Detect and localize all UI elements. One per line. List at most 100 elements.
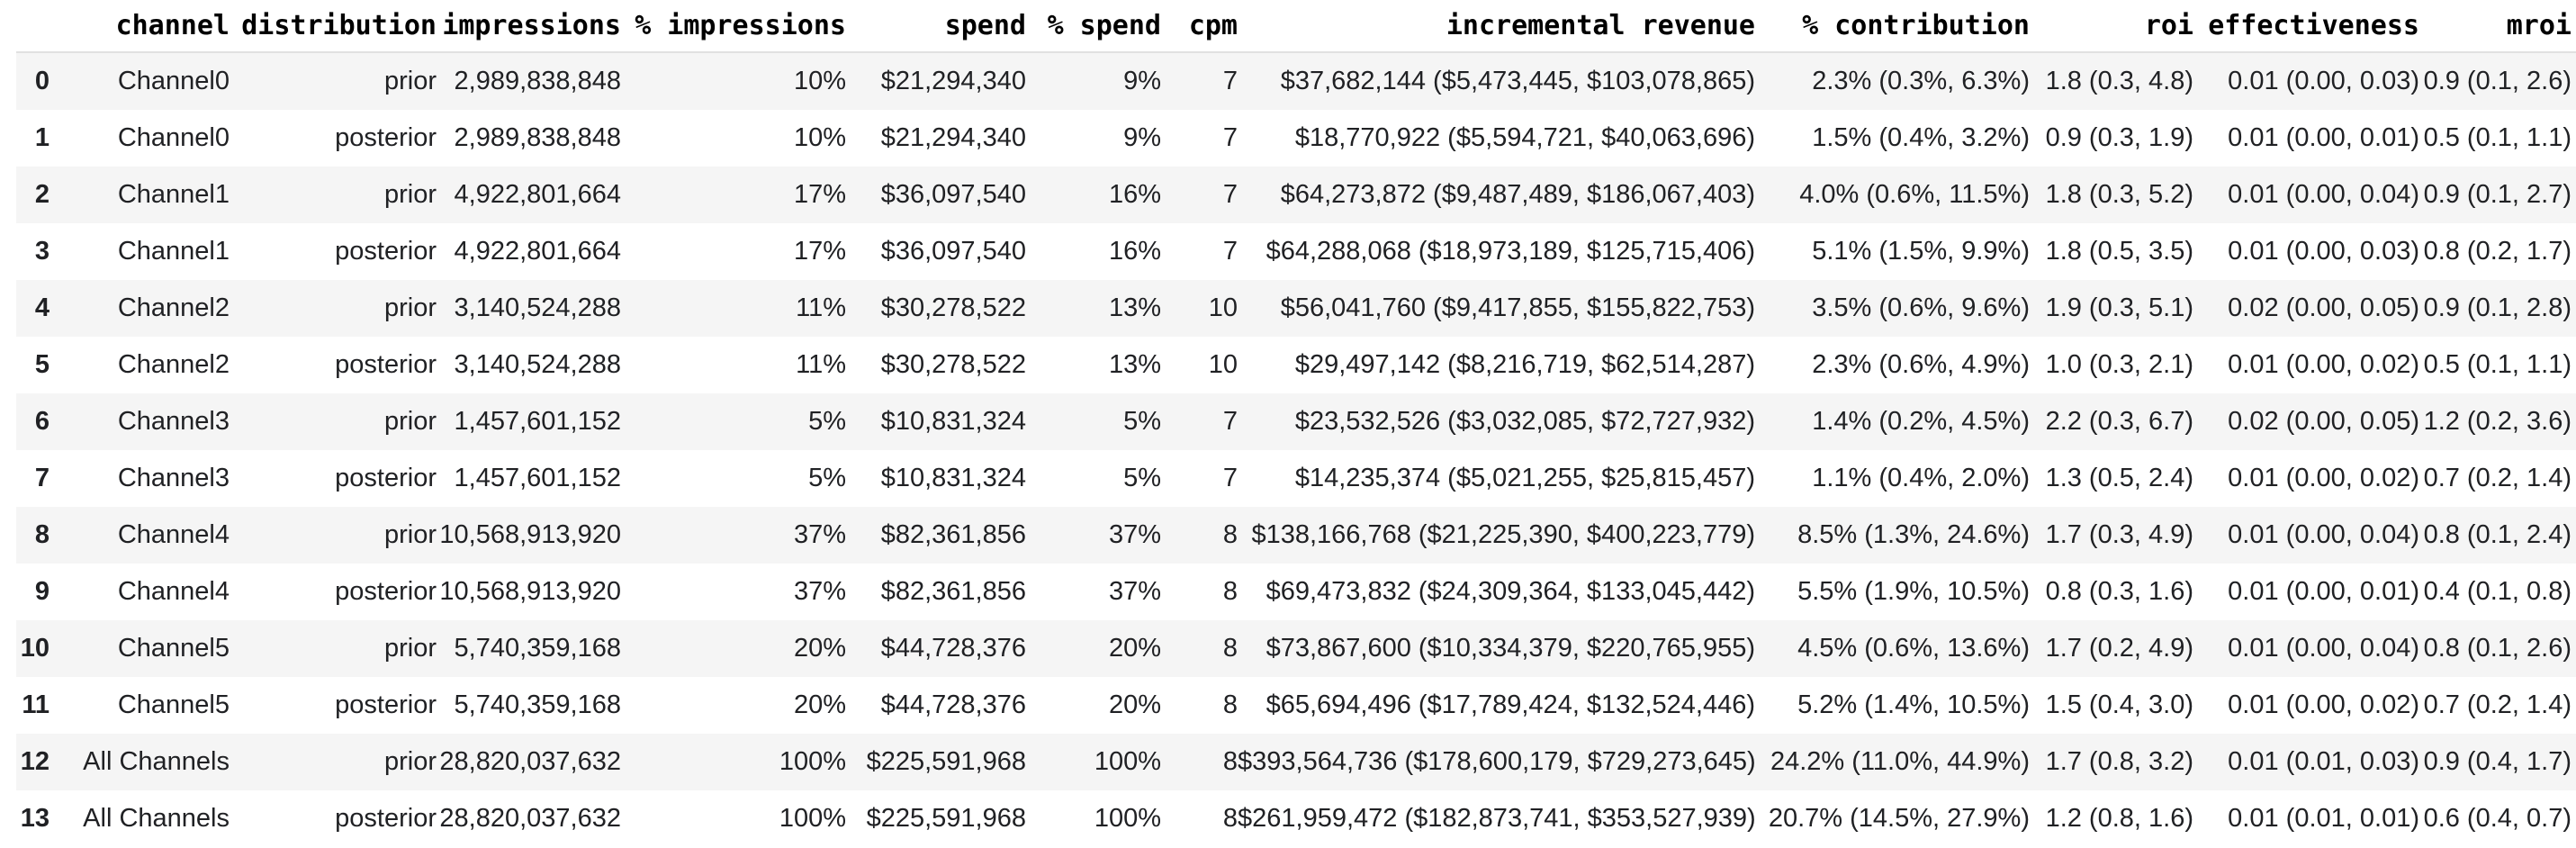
column-header-effectiveness: effectiveness: [2193, 0, 2419, 53]
cell-roi: 1.0 (0.3, 2.1): [2045, 350, 2193, 379]
cell-pct-spend: 20%: [1108, 634, 1161, 663]
cell-pct-impressions: 20%: [793, 634, 846, 663]
cell-pct-impressions: 100%: [779, 747, 846, 776]
cell-distribution: prior: [383, 407, 437, 436]
table-row: 0 Channel0 prior 2,989,838,848 10% $21,294,34…: [16, 52, 2576, 110]
cell-mroi: 0.8 (0.1, 2.4): [2423, 520, 2571, 549]
cell-distribution: posterior: [335, 464, 437, 492]
cell-mroi: 0.7 (0.2, 1.4): [2423, 464, 2571, 492]
cell-index: 6: [34, 407, 50, 436]
cell-impressions: 5,740,359,168: [454, 634, 621, 663]
cell-impressions: 4,922,801,664: [454, 237, 621, 266]
table-row: 10 Channel5 prior 5,740,359,168 20% $44,728,3…: [16, 620, 2576, 677]
cell-cpm: 10: [1208, 350, 1238, 379]
cell-distribution: posterior: [335, 577, 437, 606]
cell-cpm: 8: [1222, 690, 1238, 719]
cell-spend: $36,097,540: [880, 237, 1026, 266]
cell-mroi: 0.9 (0.1, 2.8): [2423, 293, 2571, 322]
cell-incremental-revenue: $261,959,472 ($182,873,741, $353,527,939…: [1238, 804, 1756, 833]
column-header-mroi: mroi: [2419, 0, 2576, 53]
cell-effectiveness: 0.01 (0.00, 0.01): [2228, 577, 2419, 606]
cell-incremental-revenue: $73,867,600 ($10,334,379, $220,765,955): [1265, 634, 1755, 663]
cell-pct-contribution: 5.2% (1.4%, 10.5%): [1797, 690, 2030, 719]
summary-table: channel distribution impressions % impre…: [16, 0, 2576, 847]
cell-pct-contribution: 2.3% (0.6%, 4.9%): [1812, 350, 2030, 379]
cell-incremental-revenue: $393,564,736 ($178,600,179, $729,273,645…: [1238, 747, 1756, 776]
column-header-index: [16, 0, 50, 53]
column-header-spend: spend: [846, 0, 1026, 53]
cell-pct-contribution: 8.5% (1.3%, 24.6%): [1797, 520, 2030, 549]
cell-pct-spend: 100%: [1094, 804, 1161, 833]
cell-effectiveness: 0.01 (0.00, 0.02): [2228, 690, 2419, 719]
cell-pct-spend: 5%: [1123, 464, 1161, 492]
cell-spend: $82,361,856: [880, 577, 1026, 606]
cell-pct-impressions: 17%: [793, 180, 846, 209]
cell-incremental-revenue: $29,497,142 ($8,216,719, $62,514,287): [1294, 350, 1755, 379]
cell-roi: 1.8 (0.3, 5.2): [2045, 180, 2193, 209]
cell-spend: $36,097,540: [880, 180, 1026, 209]
cell-channel: Channel5: [117, 634, 230, 663]
cell-roi: 1.7 (0.8, 3.2): [2045, 747, 2193, 776]
cell-incremental-revenue: $14,235,374 ($5,021,255, $25,815,457): [1294, 464, 1755, 492]
cell-channel: All Channels: [83, 804, 230, 833]
cell-index: 5: [34, 350, 50, 379]
cell-pct-impressions: 10%: [793, 123, 846, 152]
cell-roi: 1.2 (0.8, 1.6): [2045, 804, 2193, 833]
cell-pct-spend: 9%: [1123, 123, 1161, 152]
cell-cpm: 7: [1222, 67, 1238, 95]
cell-pct-impressions: 37%: [793, 520, 846, 549]
table-row: 7 Channel3 posterior 1,457,601,152 5% $10,831…: [16, 450, 2576, 507]
cell-pct-spend: 5%: [1123, 407, 1161, 436]
cell-spend: $44,728,376: [880, 690, 1026, 719]
cell-spend: $30,278,522: [880, 293, 1026, 322]
cell-channel: Channel3: [117, 407, 230, 436]
cell-effectiveness: 0.01 (0.00, 0.04): [2228, 634, 2419, 663]
column-header-pct-impressions: % impressions: [621, 0, 846, 53]
cell-pct-spend: 20%: [1108, 690, 1161, 719]
cell-incremental-revenue: $37,682,144 ($5,473,445, $103,078,865): [1280, 67, 1755, 95]
cell-mroi: 1.2 (0.2, 3.6): [2423, 407, 2571, 436]
cell-roi: 1.3 (0.5, 2.4): [2045, 464, 2193, 492]
cell-channel: Channel2: [117, 293, 230, 322]
cell-pct-spend: 9%: [1123, 67, 1161, 95]
cell-mroi: 0.9 (0.4, 1.7): [2423, 747, 2571, 776]
cell-spend: $10,831,324: [880, 464, 1026, 492]
cell-index: 4: [34, 293, 50, 322]
cell-cpm: 7: [1222, 464, 1238, 492]
cell-cpm: 8: [1222, 804, 1238, 833]
cell-roi: 0.9 (0.3, 1.9): [2045, 123, 2193, 152]
cell-effectiveness: 0.01 (0.00, 0.04): [2228, 520, 2419, 549]
cell-incremental-revenue: $138,166,768 ($21,225,390, $400,223,779): [1251, 520, 1755, 549]
cell-roi: 0.8 (0.3, 1.6): [2045, 577, 2193, 606]
cell-distribution: posterior: [335, 804, 437, 833]
cell-distribution: prior: [383, 747, 437, 776]
cell-cpm: 8: [1222, 747, 1238, 776]
cell-pct-impressions: 5%: [808, 464, 846, 492]
cell-cpm: 7: [1222, 237, 1238, 266]
cell-pct-spend: 13%: [1108, 350, 1161, 379]
cell-pct-impressions: 10%: [793, 67, 846, 95]
cell-mroi: 0.9 (0.1, 2.6): [2423, 67, 2571, 95]
cell-index: 11: [22, 690, 50, 719]
column-header-distribution: distribution: [230, 0, 437, 53]
cell-channel: All Channels: [83, 747, 230, 776]
table-row: 1 Channel0 posterior 2,989,838,848 10% $21,29…: [16, 110, 2576, 167]
cell-spend: $21,294,340: [880, 123, 1026, 152]
cell-impressions: 3,140,524,288: [454, 350, 621, 379]
cell-roi: 1.8 (0.5, 3.5): [2045, 237, 2193, 266]
cell-pct-impressions: 17%: [793, 237, 846, 266]
cell-pct-spend: 37%: [1108, 520, 1161, 549]
cell-pct-spend: 16%: [1108, 237, 1161, 266]
table-row: 3 Channel1 posterior 4,922,801,664 17% $36,09…: [16, 223, 2576, 280]
cell-incremental-revenue: $56,041,760 ($9,417,855, $155,822,753): [1280, 293, 1755, 322]
cell-distribution: prior: [383, 634, 437, 663]
cell-effectiveness: 0.01 (0.01, 0.03): [2228, 747, 2419, 776]
cell-effectiveness: 0.01 (0.00, 0.04): [2228, 180, 2419, 209]
column-header-channel: channel: [50, 0, 230, 53]
cell-impressions: 10,568,913,920: [439, 520, 621, 549]
cell-effectiveness: 0.02 (0.00, 0.05): [2228, 407, 2419, 436]
cell-spend: $82,361,856: [880, 520, 1026, 549]
cell-pct-impressions: 37%: [793, 577, 846, 606]
table-header-row: channel distribution impressions % impre…: [16, 0, 2576, 53]
cell-mroi: 0.9 (0.1, 2.7): [2423, 180, 2571, 209]
